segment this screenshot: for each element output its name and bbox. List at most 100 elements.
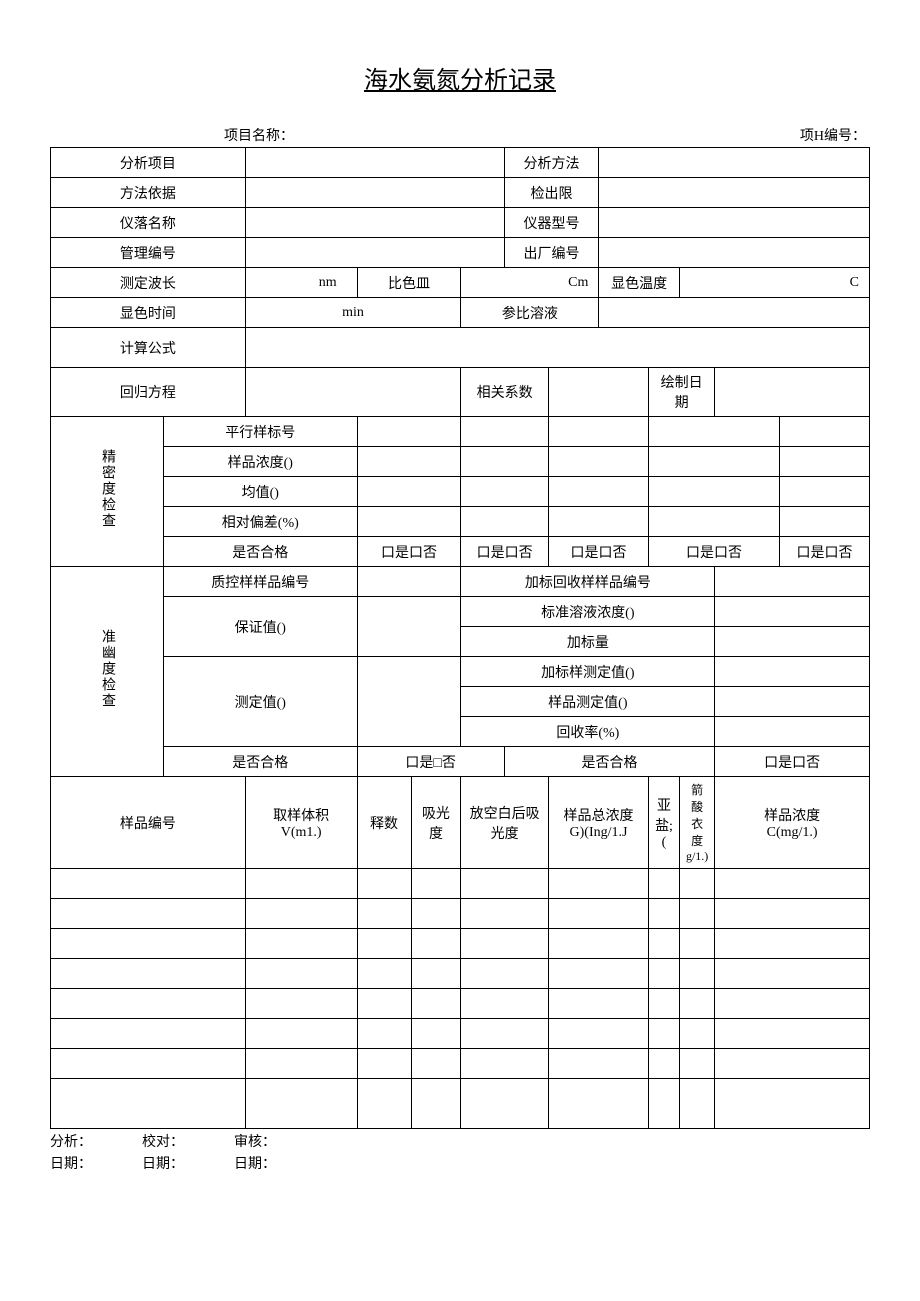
val-analysis-method: [599, 148, 870, 178]
footer-date2: 日期：: [142, 1153, 184, 1173]
val-corr-coef: [548, 368, 648, 417]
footer-check: 校对：: [142, 1131, 184, 1151]
footer-review: 审核：: [234, 1131, 276, 1151]
prec-v4-2: [461, 507, 549, 537]
acc-qc-val: [357, 567, 461, 597]
dt-h2: 取样体积 V(m1.): [245, 777, 357, 869]
footer-date1: 日期：: [50, 1153, 92, 1173]
precision-vlabel: 精密度检查: [51, 417, 164, 567]
precision-r1: 平行样标号: [164, 417, 358, 447]
acc-std-v: [715, 597, 870, 627]
data-row: [51, 959, 870, 989]
label-instrument-model: 仪器型号: [504, 208, 599, 238]
footer-row-1: 分析： 校对： 审核：: [50, 1131, 870, 1151]
project-name-label: 项目名称：: [224, 125, 294, 145]
acc-spike-val: [715, 567, 870, 597]
prec-v4-1: [357, 507, 461, 537]
acc-std-conc: 标准溶液浓度(): [461, 597, 715, 627]
val-plot-date: [715, 368, 870, 417]
dt-h6: 样品总浓度 G)(Ing/1.J: [548, 777, 648, 869]
val-c: C: [679, 268, 869, 298]
prec-v1-3: [548, 417, 648, 447]
acc-spike-meas-v: [715, 657, 870, 687]
main-table: 分析项目 分析方法 方法依据 检出限 仪落名称 仪器型号 管理编号 出厂编号 测…: [50, 147, 870, 1129]
label-calc-formula: 计算公式: [51, 328, 246, 368]
val-mgmt-no: [245, 238, 504, 268]
label-color-temp: 显色温度: [599, 268, 680, 298]
project-no-label: 项H编号：: [800, 125, 866, 145]
val-nm: nm: [245, 268, 357, 298]
prec-v2-2: [461, 447, 549, 477]
label-ref-solution: 参比溶液: [461, 298, 599, 328]
dt-h4: 吸光度: [411, 777, 461, 869]
val-detection-limit: [599, 178, 870, 208]
prec-yn-5: 口是口否: [779, 537, 869, 567]
prec-yn-4: 口是口否: [649, 537, 780, 567]
data-row: [51, 1079, 870, 1129]
acc-qualified: 是否合格: [164, 747, 358, 777]
label-color-time: 显色时间: [51, 298, 246, 328]
prec-v1-2: [461, 417, 549, 447]
page-title: 海水氨氮分析记录: [50, 60, 870, 95]
val-cm: Cm: [461, 268, 599, 298]
acc-qualified2: 是否合格: [504, 747, 715, 777]
acc-qc-no: 质控样样品编号: [164, 567, 358, 597]
data-row: [51, 899, 870, 929]
label-method-basis: 方法依据: [51, 178, 246, 208]
prec-yn-2: 口是口否: [461, 537, 549, 567]
prec-v3-5: [779, 477, 869, 507]
precision-r3: 均值(): [164, 477, 358, 507]
dt-h5: 放空白后吸光度: [461, 777, 549, 869]
label-regression: 回归方程: [51, 368, 246, 417]
prec-v2-4: [649, 447, 780, 477]
acc-spike-meas: 加标样测定值(): [461, 657, 715, 687]
prec-v3-3: [548, 477, 648, 507]
prec-v3-1: [357, 477, 461, 507]
prec-v1-5: [779, 417, 869, 447]
acc-sample-meas: 样品测定值(): [461, 687, 715, 717]
header-row: 项目名称： 项H编号：: [50, 125, 870, 145]
val-method-basis: [245, 178, 504, 208]
prec-v4-3: [548, 507, 648, 537]
label-analysis-method: 分析方法: [504, 148, 599, 178]
acc-meas-val: 测定值(): [164, 657, 358, 747]
label-instrument-name: 仪落名称: [51, 208, 246, 238]
prec-v1-4: [649, 417, 780, 447]
val-instrument-name: [245, 208, 504, 238]
acc-recovery: 回收率(%): [461, 717, 715, 747]
data-row: [51, 1049, 870, 1079]
label-wavelength: 测定波长: [51, 268, 246, 298]
val-ref-solution: [599, 298, 870, 328]
data-row: [51, 989, 870, 1019]
accuracy-vlabel: 准幽度检查: [51, 567, 164, 777]
prec-v2-3: [548, 447, 648, 477]
val-factory-no: [599, 238, 870, 268]
data-row: [51, 869, 870, 899]
label-detection-limit: 检出限: [504, 178, 599, 208]
footer-row-2: 日期： 日期： 日期：: [50, 1153, 870, 1173]
label-cuvette: 比色皿: [357, 268, 461, 298]
dt-h1: 样品编号: [51, 777, 246, 869]
data-row: [51, 929, 870, 959]
label-mgmt-no: 管理编号: [51, 238, 246, 268]
dt-h9: 样品浓度 C(mg/1.): [715, 777, 870, 869]
precision-r4: 相对偏差(%): [164, 507, 358, 537]
data-row: [51, 1019, 870, 1049]
acc-recovery-v: [715, 717, 870, 747]
val-analysis-item: [245, 148, 504, 178]
acc-yn2: 口是口否: [715, 747, 870, 777]
label-plot-date: 绘制日期: [649, 368, 715, 417]
label-analysis-item: 分析项目: [51, 148, 246, 178]
val-regression: [245, 368, 461, 417]
prec-v2-5: [779, 447, 869, 477]
prec-v4-4: [649, 507, 780, 537]
prec-v2-1: [357, 447, 461, 477]
precision-r5: 是否合格: [164, 537, 358, 567]
prec-v4-5: [779, 507, 869, 537]
val-calc-formula: [245, 328, 869, 368]
acc-sample-meas-v: [715, 687, 870, 717]
acc-cert-val: 保证值(): [164, 597, 358, 657]
dt-h3: 释数: [357, 777, 411, 869]
acc-yn1: 口是□否: [357, 747, 504, 777]
prec-yn-3: 口是口否: [548, 537, 648, 567]
